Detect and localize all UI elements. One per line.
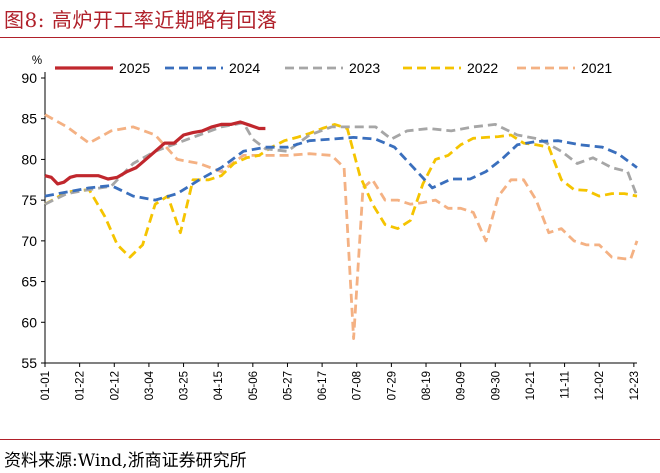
legend-item-2025: 2025	[55, 60, 150, 76]
x-tick-label: 03-04	[144, 370, 156, 400]
x-tick-label: 09-30	[490, 371, 502, 400]
x-tick-label: 05-27	[282, 371, 294, 400]
y-tick-label: 75	[21, 192, 37, 208]
legend-label: 2022	[467, 60, 498, 76]
x-tick-label: 05-06	[248, 371, 260, 400]
y-tick-label: 60	[21, 314, 37, 330]
y-tick-label: 80	[21, 151, 37, 167]
legend-label: 2025	[119, 60, 150, 76]
series-line-2025	[44, 120, 266, 186]
series-line-2022	[44, 123, 638, 259]
x-tick-label: 01-22	[75, 371, 87, 400]
x-tick-label: 07-08	[352, 371, 364, 400]
x-tick-label: 10-21	[525, 371, 537, 400]
x-tick-label: 02-12	[109, 371, 121, 400]
x-tick-label: 01-01	[40, 371, 52, 400]
y-tick-label: 90	[21, 70, 37, 86]
x-tick-label: 03-25	[179, 371, 191, 400]
legend-item-2021: 2021	[517, 60, 612, 76]
y-tick-label: 65	[21, 274, 37, 290]
x-tick-label: 11-11	[560, 371, 572, 399]
source-note: 资料来源:Wind,浙商证券研究所	[4, 451, 247, 471]
x-tick-label: 07-29	[386, 371, 398, 400]
y-tick-label: 55	[21, 355, 37, 371]
chart-title: 图8: 高炉开工率近期略有回落	[4, 8, 278, 32]
series-line-2024	[44, 136, 638, 202]
legend-item-2024: 2024	[165, 60, 260, 76]
x-tick-label: 12-02	[594, 371, 606, 400]
y-tick-label: 85	[21, 111, 37, 127]
y-tick-label: 70	[21, 233, 37, 249]
y-unit-label: %	[32, 55, 42, 67]
legend-label: 2021	[581, 60, 612, 76]
x-tick-label: 12-23	[629, 371, 641, 400]
line-chart: % 55 60 65 70 75 80 85 90 01-01 01-22 02-12 03-04 03-…	[21, 55, 641, 400]
x-tick-label: 04-15	[213, 371, 225, 400]
header-rule	[0, 37, 660, 38]
x-tick-label: 08-19	[421, 371, 433, 400]
legend-label: 2023	[349, 60, 380, 76]
footer-rule	[0, 439, 660, 440]
legend-item-2023: 2023	[285, 60, 380, 76]
legend-item-2022: 2022	[403, 60, 498, 76]
legend-label: 2024	[229, 60, 260, 76]
x-tick-label: 06-17	[317, 371, 329, 400]
figure-header: 图8: 高炉开工率近期略有回落	[0, 0, 660, 38]
x-tick-label: 09-09	[456, 371, 468, 400]
